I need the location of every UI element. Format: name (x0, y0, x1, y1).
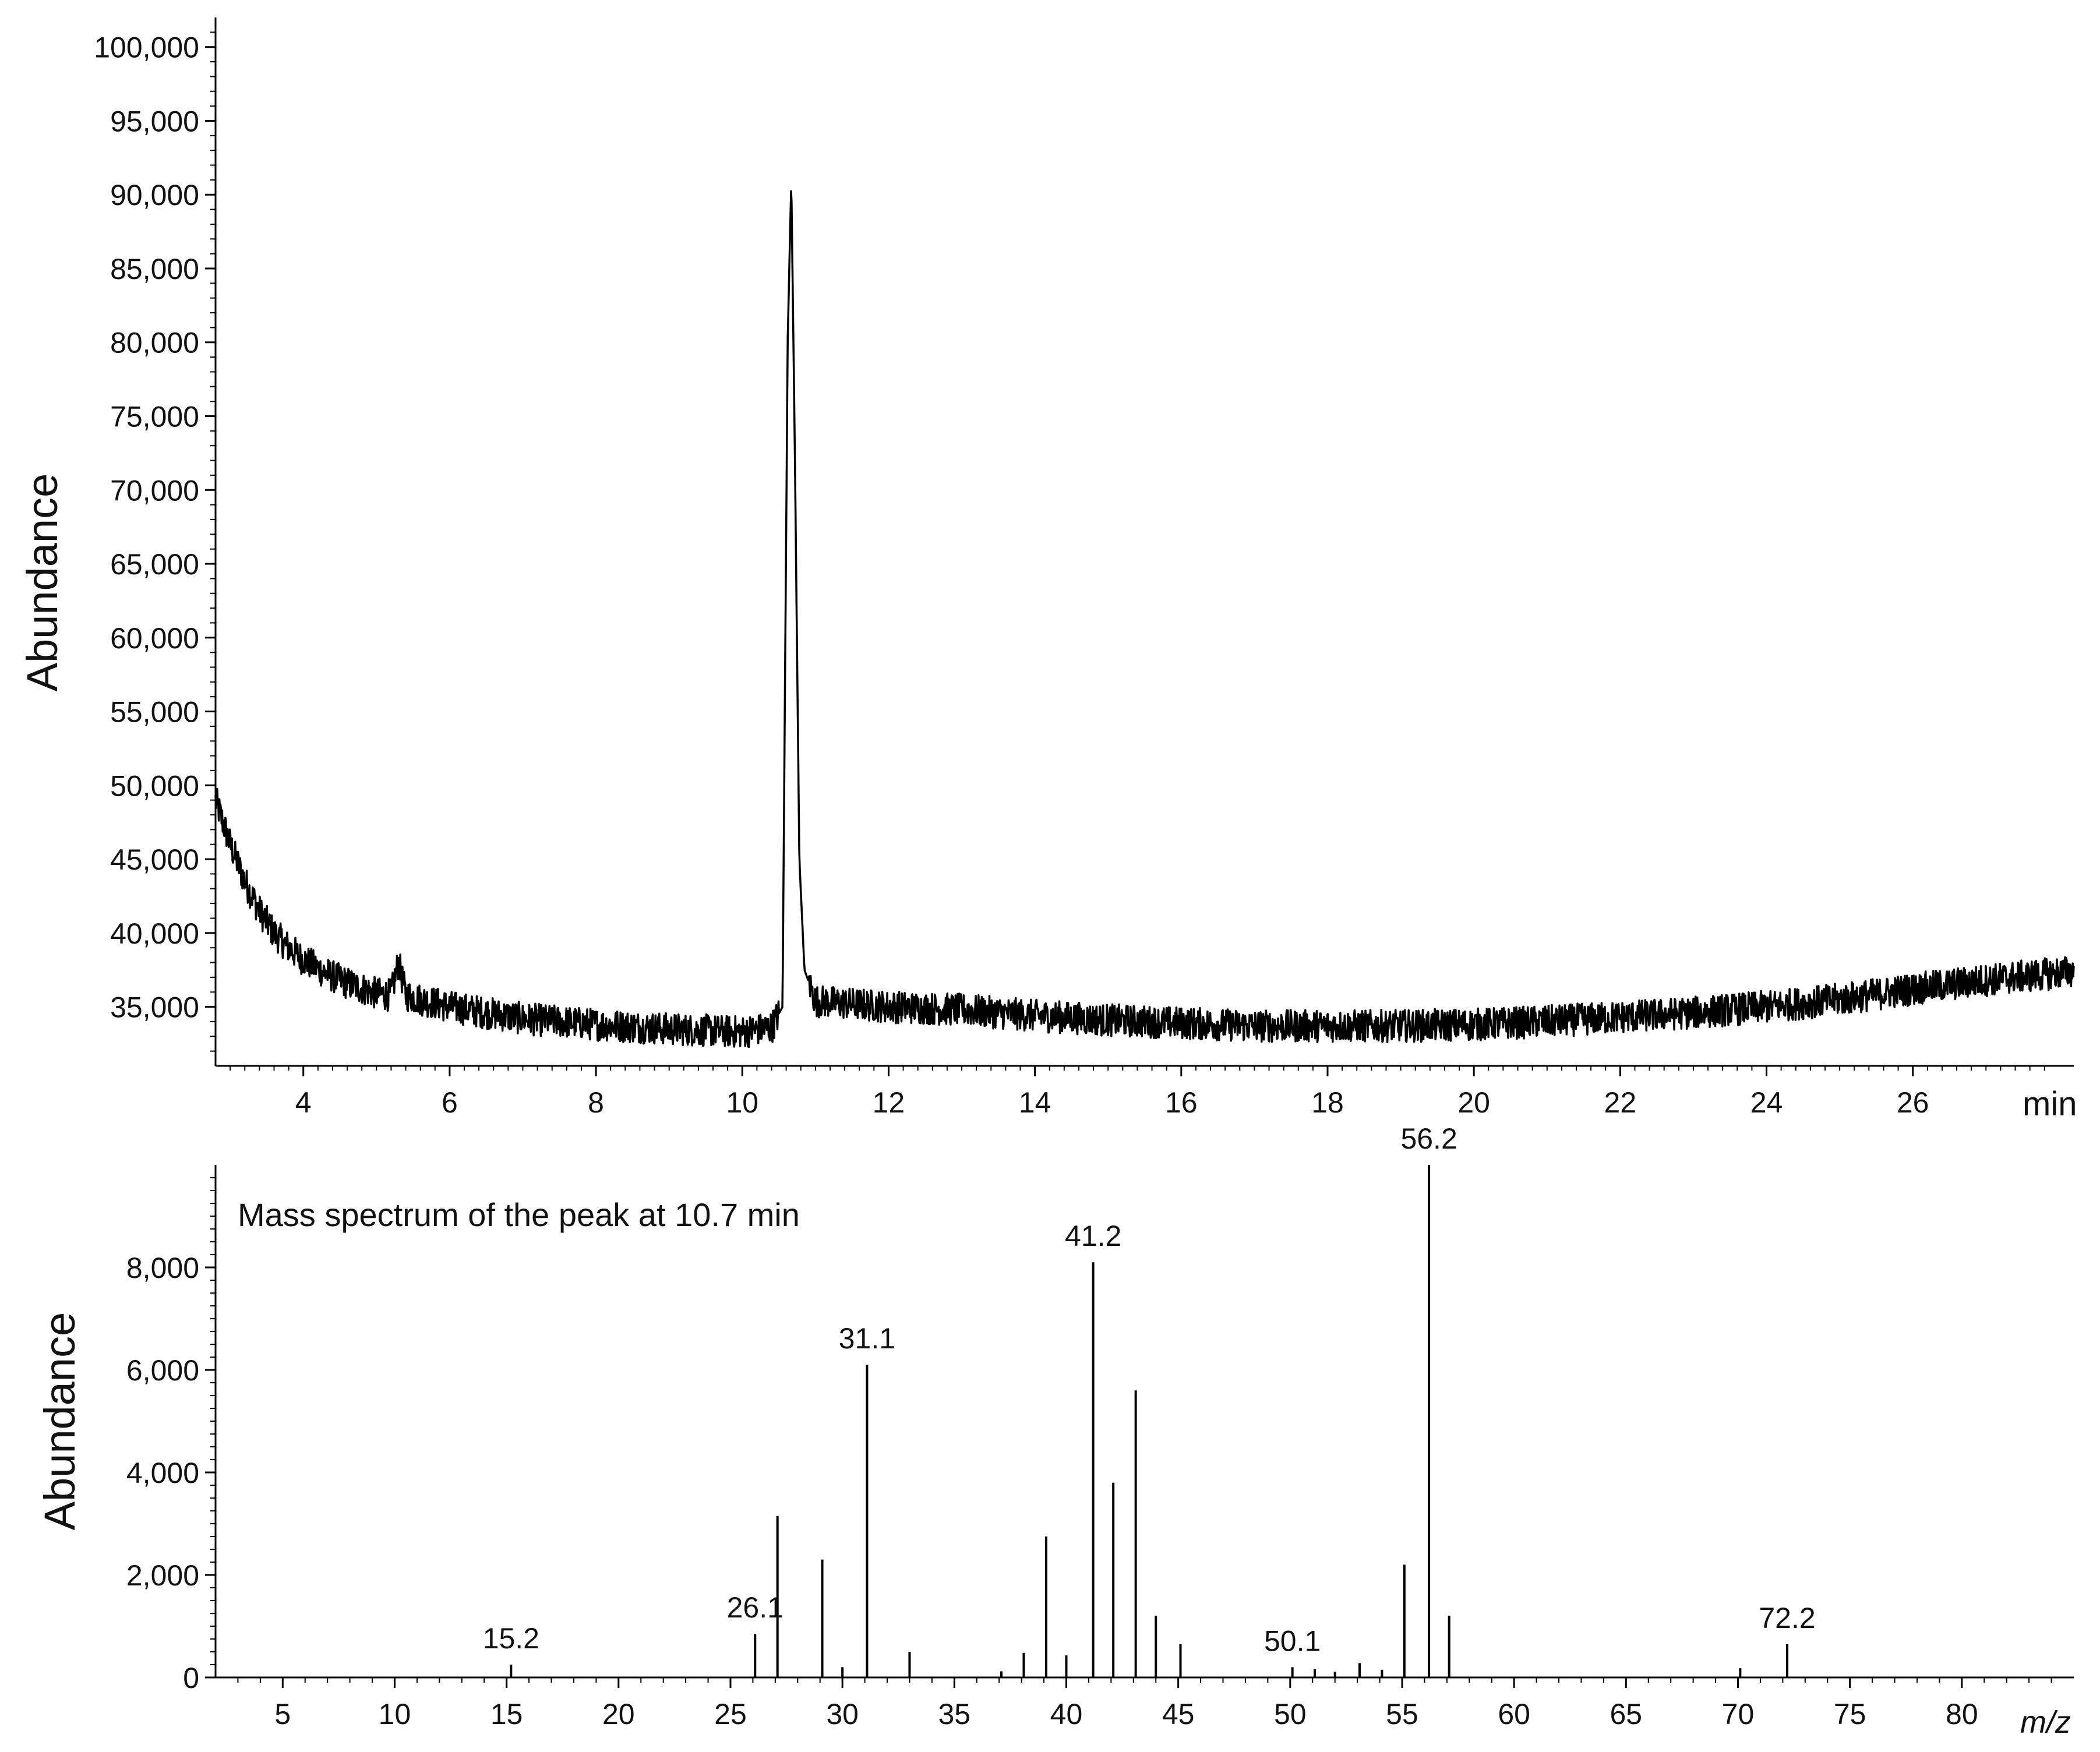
chromatogram-y-tick-label: 55,000 (110, 696, 199, 729)
spectrum-peak-label: 50.1 (1264, 1624, 1321, 1657)
spectrum-x-tick-label: 60 (1498, 1698, 1530, 1730)
spectrum-title: Mass spectrum of the peak at 10.7 min (238, 1196, 800, 1233)
chromatogram-x-tick-label: 4 (295, 1086, 312, 1119)
spectrum-y-tick-label: 2,000 (126, 1559, 199, 1592)
chromatogram-x-tick-label: 24 (1750, 1086, 1783, 1119)
spectrum-peak-label: 31.1 (839, 1322, 895, 1355)
spectrum-x-tick-label: 65 (1610, 1698, 1643, 1730)
chromatogram-y-ticks: 35,000 40,000 45,000 50,000 55,000 60,000 65,0… (94, 31, 216, 1052)
chromatogram-x-tick-label: 26 (1897, 1086, 1929, 1119)
chromatogram-x-tick-label: 20 (1457, 1086, 1490, 1119)
spectrum-y-tick-label: 4,000 (126, 1457, 199, 1489)
chromatogram-y-tick-label: 85,000 (110, 253, 199, 285)
spectrum-y-tick-label: 8,000 (126, 1252, 199, 1284)
chromatogram-y-tick-label: 35,000 (110, 991, 199, 1024)
spectrum-peak-label: 56.2 (1400, 1122, 1457, 1155)
chromatogram-x-tick-label: 8 (588, 1086, 604, 1119)
spectrum-x-tick-label: 70 (1722, 1698, 1755, 1730)
chromatogram-x-tick-label: 18 (1311, 1086, 1344, 1119)
chromatogram-y-tick-label: 40,000 (110, 917, 199, 950)
spectrum-x-tick-label: 80 (1946, 1698, 1978, 1730)
spectrum-x-tick-label: 40 (1050, 1698, 1083, 1730)
spectrum-peak-label: 26.1 (727, 1591, 783, 1624)
spectrum-y-axis-title: Abundance (36, 1312, 84, 1530)
chromatogram-y-tick-label: 45,000 (110, 843, 199, 876)
chromatogram-x-tick-label: 14 (1019, 1086, 1051, 1119)
chromatogram-y-axis-title: Abundance (18, 474, 66, 691)
spectrum-x-tick-label: 55 (1386, 1698, 1418, 1730)
spectrum-y-tick-label: 6,000 (126, 1354, 199, 1387)
chromatogram-y-tick-label: 90,000 (110, 179, 199, 211)
chromatogram-trace (214, 190, 2075, 1048)
spectrum-peak-label: 41.2 (1065, 1220, 1121, 1252)
chromatogram-x-tick-label: 10 (726, 1086, 758, 1119)
spectrum-peak-label: 72.2 (1759, 1602, 1815, 1634)
chromatogram-y-tick-label: 80,000 (110, 327, 199, 359)
spectrum-x-tick-label: 15 (490, 1698, 523, 1730)
chromatogram-y-tick-label: 60,000 (110, 622, 199, 655)
spectrum-x-ticks: 5 10 15 20 25 30 35 40 45 50 55 60 65 70 75 80 (237, 1677, 2052, 1730)
spectrum-x-tick-label: 25 (714, 1698, 747, 1730)
chromatogram-x-ticks: 4 6 8 10 12 14 16 18 20 22 24 26 (230, 1066, 2045, 1119)
spectrum-x-tick-label: 10 (379, 1698, 411, 1730)
spectrum-x-tick-label: 5 (274, 1698, 291, 1730)
spectrum-x-tick-label: 20 (602, 1698, 635, 1730)
spectrum-x-tick-label: 45 (1162, 1698, 1195, 1730)
chromatogram-x-unit: min (2023, 1085, 2077, 1123)
chromatogram-x-tick-label: 6 (442, 1086, 458, 1119)
chromatogram-x-tick-label: 12 (873, 1086, 905, 1119)
chromatogram-y-tick-label: 70,000 (110, 474, 199, 507)
spectrum-peak-labels: 15.2 26.1 31.1 41.2 50.1 56.2 72.2 (483, 1122, 1816, 1657)
spectrum-x-tick-label: 50 (1274, 1698, 1307, 1730)
chromatogram-y-tick-label: 95,000 (110, 105, 199, 137)
chromatogram-y-tick-label: 50,000 (110, 769, 199, 802)
chromatogram-x-tick-label: 22 (1604, 1086, 1637, 1119)
chromatogram-y-tick-label: 65,000 (110, 548, 199, 581)
spectrum-x-unit: m/z (2020, 1705, 2071, 1740)
spectrum-x-tick-label: 75 (1834, 1698, 1866, 1730)
chromatogram-y-tick-label: 75,000 (110, 401, 199, 433)
chromatogram-x-tick-label: 16 (1165, 1086, 1198, 1119)
chromatogram-chart: 35,000 40,000 45,000 50,000 55,000 60,000 65,0… (18, 17, 2077, 1123)
spectrum-x-tick-label: 30 (826, 1698, 859, 1730)
chromatogram-y-tick-label: 100,000 (94, 31, 199, 64)
spectrum-bars (510, 1165, 1789, 1677)
spectrum-y-ticks: 0 2,000 4,000 6,000 8,000 (126, 1177, 216, 1694)
spectrum-y-tick-label: 0 (183, 1662, 199, 1694)
spectrum-peak-label: 15.2 (483, 1622, 539, 1655)
spectrum-x-tick-label: 35 (938, 1698, 971, 1730)
